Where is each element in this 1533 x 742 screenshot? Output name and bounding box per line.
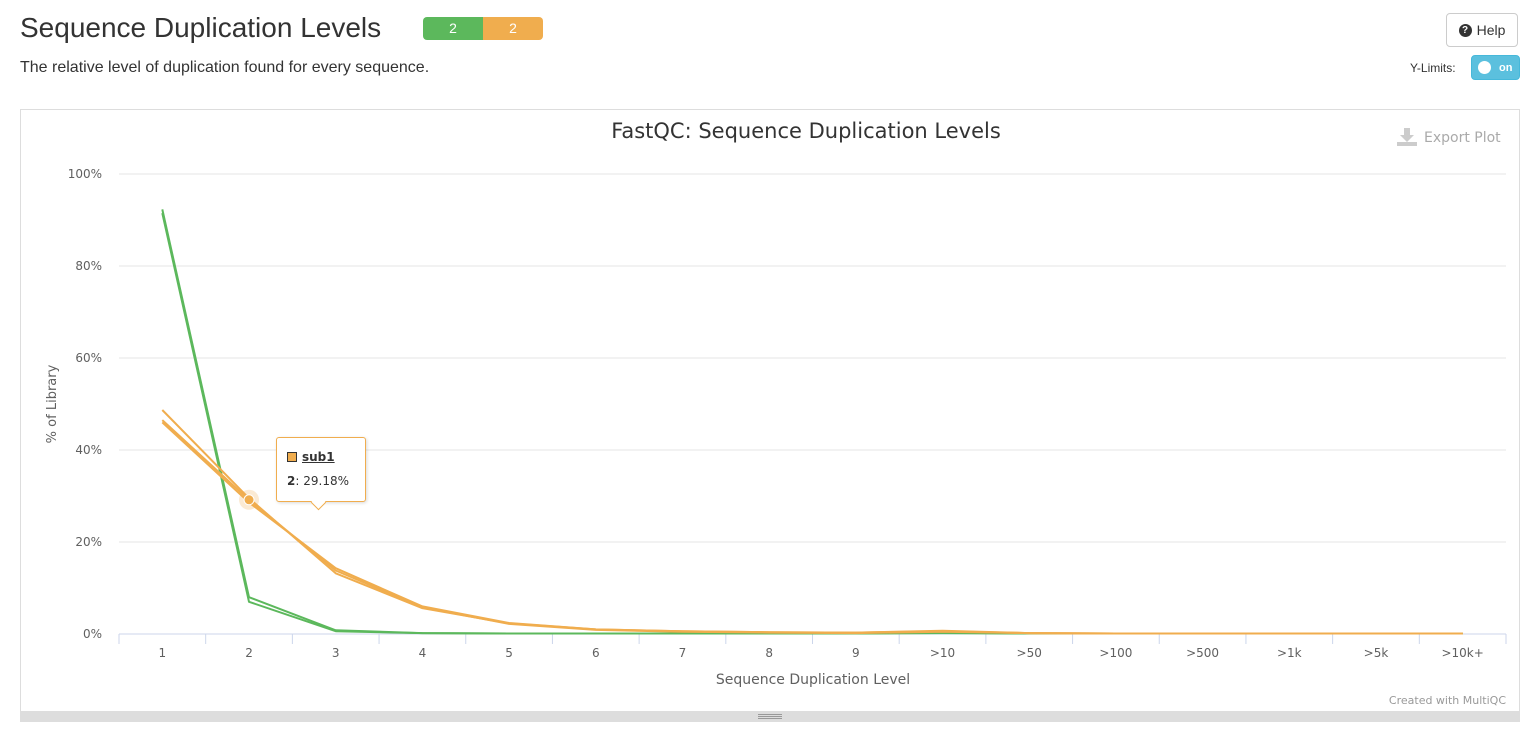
x-tick-label: 7: [679, 646, 687, 660]
tooltip-category: 2: [287, 474, 296, 488]
point-tooltip: sub1 2: 29.18%: [276, 437, 366, 511]
y-tick-label: 20%: [75, 535, 102, 549]
x-tick-label: >500: [1186, 646, 1219, 660]
x-tick-label: >10: [930, 646, 955, 660]
x-tick-label: 3: [332, 646, 340, 660]
help-button[interactable]: ? Help: [1446, 13, 1518, 47]
x-tick-label: >10k+: [1441, 646, 1483, 660]
x-tick-label: 9: [852, 646, 860, 660]
toggle-knob: [1478, 61, 1491, 74]
series-line-5: [161, 421, 1463, 635]
series-line-1: [161, 209, 1463, 635]
x-tick-label: >100: [1099, 646, 1132, 660]
grip-line: [758, 718, 782, 719]
series-swatch-icon: [287, 452, 297, 462]
x-tick-label: 5: [505, 646, 513, 660]
x-tick-label: 4: [419, 646, 427, 660]
export-icon: [1397, 128, 1417, 146]
x-axis-title: Sequence Duplication Level: [716, 672, 910, 688]
question-circle-icon: ?: [1458, 23, 1472, 37]
x-tick-label: 1: [159, 646, 167, 660]
badge-pass-count[interactable]: 2: [423, 17, 483, 40]
tooltip-series: sub1: [287, 450, 335, 464]
section-description: The relative level of duplication found …: [20, 59, 430, 76]
y-tick-label: 100%: [68, 167, 102, 181]
badge-warn-count[interactable]: 2: [483, 17, 543, 40]
tooltip-value-row: 2: 29.18%: [287, 474, 349, 488]
x-tick-label: >1k: [1277, 646, 1302, 660]
chart-title: FastQC: Sequence Duplication Levels: [611, 119, 1001, 143]
y-tick-label: 40%: [75, 443, 102, 457]
tooltip-value: 29.18%: [303, 474, 349, 488]
plot-resize-handle[interactable]: [20, 711, 1520, 722]
ylimits-toggle[interactable]: on: [1471, 55, 1520, 80]
plot-container: [20, 109, 1520, 713]
multiqc-credit: Created with MultiQC: [1389, 694, 1506, 707]
tooltip-series-name: sub1: [302, 450, 335, 464]
export-plot-button[interactable]: Export Plot: [1424, 130, 1501, 146]
y-axis-title: % of Library: [45, 364, 60, 443]
y-tick-label: 80%: [75, 259, 102, 273]
x-tick-label: 8: [765, 646, 773, 660]
x-tick-label: 6: [592, 646, 600, 660]
tooltip-separator: :: [295, 474, 300, 488]
page-title: Sequence Duplication Levels: [20, 12, 382, 43]
y-tick-label: 0%: [83, 627, 102, 641]
status-badges: 2 2: [423, 17, 543, 40]
y-tick-label: 60%: [75, 351, 102, 365]
grip-line: [758, 714, 782, 715]
help-label: Help: [1476, 22, 1506, 38]
x-tick-label: >5k: [1364, 646, 1389, 660]
ylimits-label: Y-Limits:: [1410, 61, 1456, 75]
grip-line: [758, 716, 782, 717]
hover-point-marker: [243, 494, 255, 506]
toggle-state-label: on: [1499, 62, 1513, 74]
series-line-2: [161, 212, 1463, 635]
x-tick-label: 2: [245, 646, 253, 660]
x-tick-label: >50: [1017, 646, 1042, 660]
